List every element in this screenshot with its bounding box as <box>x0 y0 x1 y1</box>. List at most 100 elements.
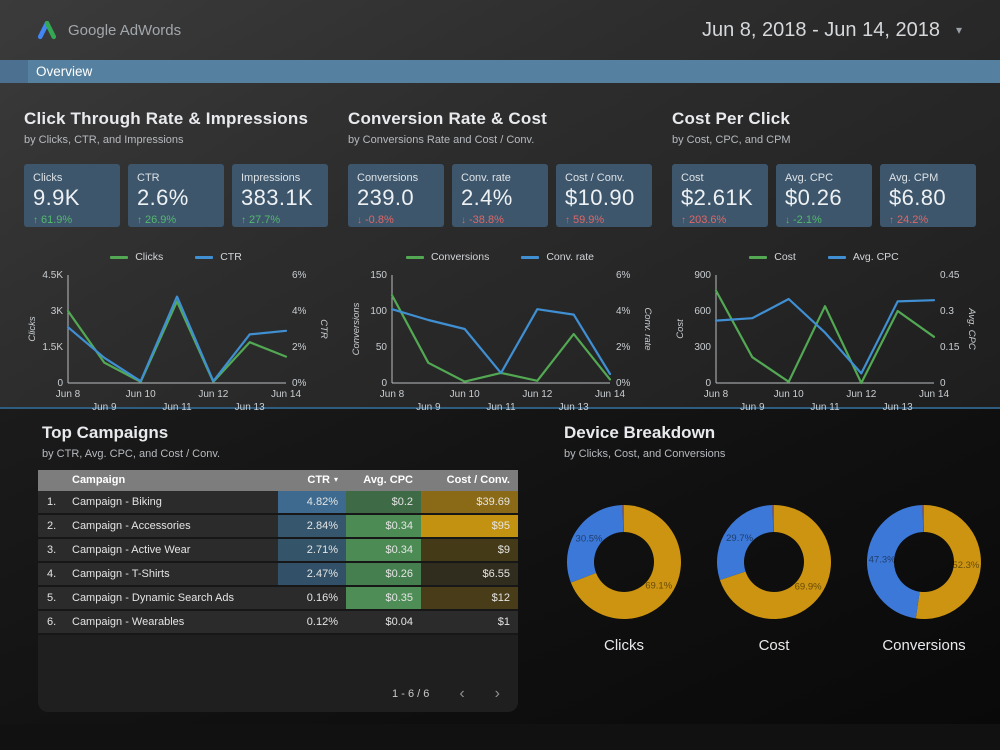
scorecard-value: 2.6% <box>137 185 189 210</box>
y-left-tick-label: 4.5K <box>42 270 63 281</box>
table-row-campaign-wearables[interactable]: 6. Campaign - Wearables 0.12% $0.04 $1 <box>38 611 518 635</box>
delta-value: 26.9% <box>145 214 177 226</box>
delta-value: 203.6% <box>689 214 727 226</box>
device-breakdown-title: Device Breakdown <box>564 423 716 442</box>
section-title: Cost Per Click <box>672 109 791 128</box>
brand-label: Google AdWords <box>68 21 182 39</box>
scorecard-conv-rate: Conv. rate 2.4% ↓ -38.8% <box>452 164 548 227</box>
scorecard-row: Conversions 239.0 ↓ -0.8% Conv. rate 2.4% ↓ -38… <box>348 164 652 227</box>
donut-slice-label: 29.7% <box>726 533 753 544</box>
kpi-sections: Click Through Rate & Impressions by Click… <box>0 83 1000 413</box>
y-left-tick-label: 900 <box>694 270 711 281</box>
chart-legend: Clicks CTR <box>24 251 328 263</box>
row-rank: 6. <box>47 616 57 628</box>
section-subtitle: by Cost, CPC, and CPM <box>672 134 791 146</box>
timeseries-chart-conversion-rate-cost[interactable]: 0 50 100 150 0% 2% 4% 6% Jun 8 Jun 9 Jun 10 Jun 11 J… <box>348 267 652 425</box>
donut-clicks[interactable]: 69.1% 30.5% Clicks <box>560 500 688 654</box>
table-header-cost-conv[interactable]: Cost / Conv. <box>446 474 510 486</box>
donut-slice <box>866 505 924 619</box>
row-cost-conv-cell: $9 <box>421 539 518 561</box>
delta-value: 24.2% <box>897 214 929 226</box>
y-left-tick-label: 300 <box>694 342 711 353</box>
y-left-tick-label: 0 <box>57 378 63 389</box>
x-tick-label: Jun 14 <box>271 389 301 400</box>
x-tick-label: Jun 9 <box>92 402 117 413</box>
scorecard-delta: ↑ 203.6% <box>681 214 759 226</box>
scorecard-label: Avg. CPC <box>785 172 834 184</box>
top-campaigns-subtitle: by CTR, Avg. CPC, and Cost / Conv. <box>42 448 221 460</box>
delta-value: -2.1% <box>793 214 822 226</box>
delta-value: -0.8% <box>365 214 394 226</box>
device-breakdown-section: Device Breakdown by Clicks, Cost, and Co… <box>518 409 1000 724</box>
timeseries-chart-click-through-rate-impressions[interactable]: 0 1.5K 3K 4.5K 0% 2% 4% 6% Jun 8 Jun 9 Jun 10 Jun 1… <box>24 267 328 425</box>
arrow-up-icon: ↑ <box>241 215 246 226</box>
series-line-conversions <box>390 294 612 383</box>
row-avg-cpc-cell: $0.34 <box>346 515 421 537</box>
x-tick-label: Jun 11 <box>162 402 192 413</box>
arrow-up-icon: ↑ <box>889 215 894 226</box>
scorecard-cost-conv: Cost / Conv. $10.90 ↑ 59.9% <box>556 164 652 227</box>
donut-slice <box>719 505 831 619</box>
table-header-ctr[interactable]: CTR ▾ <box>307 474 338 486</box>
donut-slice <box>717 505 774 580</box>
legend-item-conversions: Conversions <box>405 251 489 263</box>
y-left-axis-title: Conversions <box>351 302 362 355</box>
chart-legend: Conversions Conv. rate <box>348 251 652 263</box>
delta-value: -38.8% <box>469 214 504 226</box>
table-row-campaign-accessories[interactable]: 2. Campaign - Accessories 2.84% $0.34 $95 <box>38 515 518 539</box>
legend-swatch <box>195 255 214 259</box>
campaigns-table: Campaign CTR ▾ Avg. CPC Cost / Conv. 1. Campai… <box>38 470 518 712</box>
scorecard-label: Clicks <box>33 172 63 184</box>
arrow-down-icon: ↓ <box>357 215 362 226</box>
donut-conversions[interactable]: 52.3% 47.3% Conversions <box>860 500 988 654</box>
legend-swatch <box>110 255 129 259</box>
table-row-campaign-dynamic-search-ads[interactable]: 5. Campaign - Dynamic Search Ads 0.16% $0.3… <box>38 587 518 611</box>
x-tick-label: Jun 11 <box>486 402 516 413</box>
donut-slice <box>915 505 981 619</box>
scorecard-conversions: Conversions 239.0 ↓ -0.8% <box>348 164 444 227</box>
scorecard-label: Conversions <box>357 172 419 184</box>
arrow-down-icon: ↓ <box>461 215 466 226</box>
device-donuts: 69.1% 30.5% Clicks 69.9% 29.7% Cost 52.3% 47.3%… <box>560 500 1000 654</box>
scorecard-label: Conv. rate <box>461 172 511 184</box>
scorecard-delta: ↑ 26.9% <box>137 214 215 226</box>
row-avg-cpc-cell: $0.34 <box>346 539 421 561</box>
x-tick-label: Jun 8 <box>56 389 81 400</box>
donut-slice-label: 69.1% <box>645 581 672 592</box>
section-subtitle: by Clicks, CTR, and Impressions <box>24 134 184 146</box>
tab-overview[interactable]: Overview <box>36 64 93 79</box>
row-ctr-cell: 2.71% <box>278 539 346 561</box>
adwords-logo-icon <box>37 20 57 40</box>
legend-item-avg-cpc: Avg. CPC <box>827 251 899 263</box>
legend-label: Conv. rate <box>546 251 595 263</box>
donut-slice <box>570 505 681 619</box>
table-row-campaign-biking[interactable]: 1. Campaign - Biking 4.82% $0.2 $39.69 <box>38 491 518 515</box>
scorecard-label: Cost / Conv. <box>565 172 625 184</box>
bottom-region: Top Campaigns by CTR, Avg. CPC, and Cost… <box>0 407 1000 724</box>
timeseries-chart-cost-per-click[interactable]: 0 300 600 900 0 0.15 0.3 0.45 Jun 8 Jun 9 Jun 10 Ju… <box>672 267 976 425</box>
table-header-avg-cpc[interactable]: Avg. CPC <box>363 474 413 486</box>
y-right-tick-label: 4% <box>616 306 631 317</box>
section-title: Conversion Rate & Cost <box>348 109 547 128</box>
table-row-campaign-active-wear[interactable]: 3. Campaign - Active Wear 2.71% $0.34 $9 <box>38 539 518 563</box>
row-ctr-cell: 0.12% <box>306 616 338 628</box>
donut-slice <box>622 505 624 533</box>
pagination-next-icon[interactable]: › <box>494 685 500 702</box>
device-breakdown-subtitle: by Clicks, Cost, and Conversions <box>564 448 726 460</box>
date-range-picker[interactable]: Jun 8, 2018 - Jun 14, 2018 ▾ <box>702 19 962 42</box>
pagination-prev-icon[interactable]: ‹ <box>459 685 465 702</box>
caret-down-icon: ▾ <box>955 23 962 37</box>
section-subtitle: by Conversions Rate and Cost / Conv. <box>348 134 535 146</box>
scorecard-value: $2.61K <box>681 185 754 210</box>
donut-cost[interactable]: 69.9% 29.7% Cost <box>710 500 838 654</box>
x-tick-label: Jun 9 <box>416 402 441 413</box>
chart-legend: Cost Avg. CPC <box>672 251 976 263</box>
series-line-avg-cpc <box>714 297 936 375</box>
x-tick-label: Jun 14 <box>595 389 625 400</box>
legend-label: Avg. CPC <box>852 251 899 263</box>
arrow-up-icon: ↑ <box>565 215 570 226</box>
y-left-tick-label: 0 <box>381 378 387 389</box>
table-header-row: Campaign CTR ▾ Avg. CPC Cost / Conv. <box>38 470 518 491</box>
table-row-campaign-t-shirts[interactable]: 4. Campaign - T-Shirts 2.47% $0.26 $6.55 <box>38 563 518 587</box>
series-line-cost <box>714 289 936 385</box>
